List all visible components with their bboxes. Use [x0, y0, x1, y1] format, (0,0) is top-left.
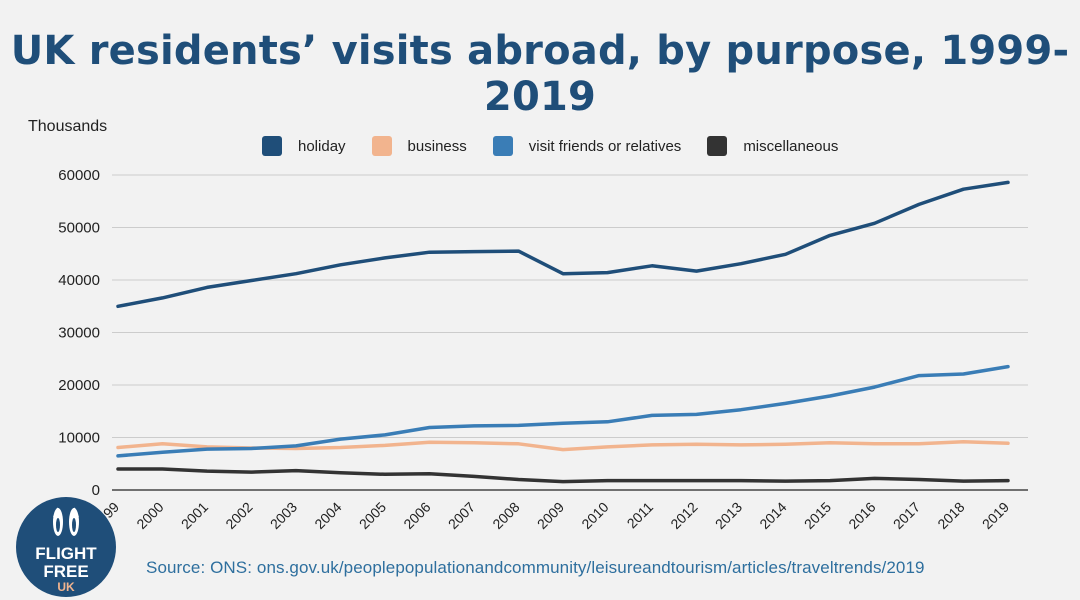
- legend-label-business: business: [407, 137, 467, 155]
- source-citation: Source: ONS: ons.gov.uk/peoplepopulation…: [146, 558, 925, 577]
- logo-text-flight: FLIGHT: [35, 544, 97, 563]
- x-tick-label: 2004: [311, 499, 344, 532]
- x-tick-label: 2008: [489, 499, 522, 532]
- logo-circle: [16, 497, 116, 597]
- legend-swatch-vfr: [492, 136, 513, 156]
- y-tick-label: 60000: [58, 167, 100, 184]
- x-axis-ticks: 1999 2000 2001 2002 2003 2004 2005 2006 2007 2008…: [89, 499, 1012, 532]
- flight-free-uk-logo: FLIGHT FREE UK: [16, 497, 116, 597]
- x-tick-label: 2012: [667, 499, 700, 532]
- legend: holiday business visit friends or relati…: [262, 134, 864, 158]
- legend-item-misc: miscellaneous: [707, 136, 838, 156]
- x-tick-label: 2014: [756, 499, 789, 532]
- y-tick-label: 50000: [58, 220, 100, 237]
- y-tick-label: 30000: [58, 325, 100, 342]
- logo-text-free: FREE: [43, 562, 88, 581]
- y-tick-label: 40000: [58, 272, 100, 289]
- legend-item-business: business: [371, 136, 467, 156]
- x-tick-label: 2001: [178, 499, 211, 532]
- x-tick-label: 2013: [712, 499, 745, 532]
- x-tick-label: 2000: [133, 499, 166, 532]
- x-tick-label: 2018: [934, 499, 967, 532]
- y-tick-label: 10000: [58, 430, 100, 447]
- x-tick-label: 2003: [267, 499, 300, 532]
- series-line-visit-friends-or-relatives: [116, 364, 1010, 458]
- chart-title: UK residents’ visits abroad, by purpose,…: [10, 28, 1070, 120]
- legend-swatch-misc: [707, 136, 728, 156]
- x-tick-label: 2006: [400, 499, 433, 532]
- y-tick-label: 20000: [58, 377, 100, 394]
- x-tick-label: 2017: [890, 499, 923, 532]
- x-tick-label: 2010: [578, 499, 611, 532]
- y-axis-ticks: 0 10000 20000 30000 40000 50000 60000: [58, 167, 100, 499]
- x-tick-label: 2002: [222, 499, 255, 532]
- legend-item-holiday: holiday: [262, 136, 346, 156]
- x-tick-label: 2005: [356, 499, 389, 532]
- legend-item-vfr: visit friends or relatives: [492, 136, 682, 156]
- legend-swatch-holiday: [262, 136, 282, 156]
- x-tick-label: 2015: [801, 499, 834, 532]
- bird-icon: [53, 507, 79, 536]
- x-tick-label: 2007: [445, 499, 478, 532]
- y-axis-unit-label: Thousands: [28, 118, 108, 135]
- x-tick-label: 2011: [624, 499, 657, 532]
- y-tick-label: 0: [92, 482, 100, 499]
- legend-label-misc: miscellaneous: [743, 137, 839, 155]
- legend-label-holiday: holiday: [298, 137, 346, 155]
- x-tick-label: 2009: [534, 499, 567, 532]
- gridlines: [112, 174, 1028, 491]
- series-lines: [116, 180, 1010, 484]
- x-tick-label: 2019: [979, 499, 1012, 532]
- series-line-holiday: [116, 180, 1010, 309]
- legend-label-vfr: visit friends or relatives: [528, 137, 682, 155]
- x-tick-label: 2016: [845, 499, 878, 532]
- legend-swatch-business: [371, 136, 392, 156]
- series-line-miscellaneous: [116, 467, 1010, 484]
- logo-text-uk: UK: [57, 580, 75, 594]
